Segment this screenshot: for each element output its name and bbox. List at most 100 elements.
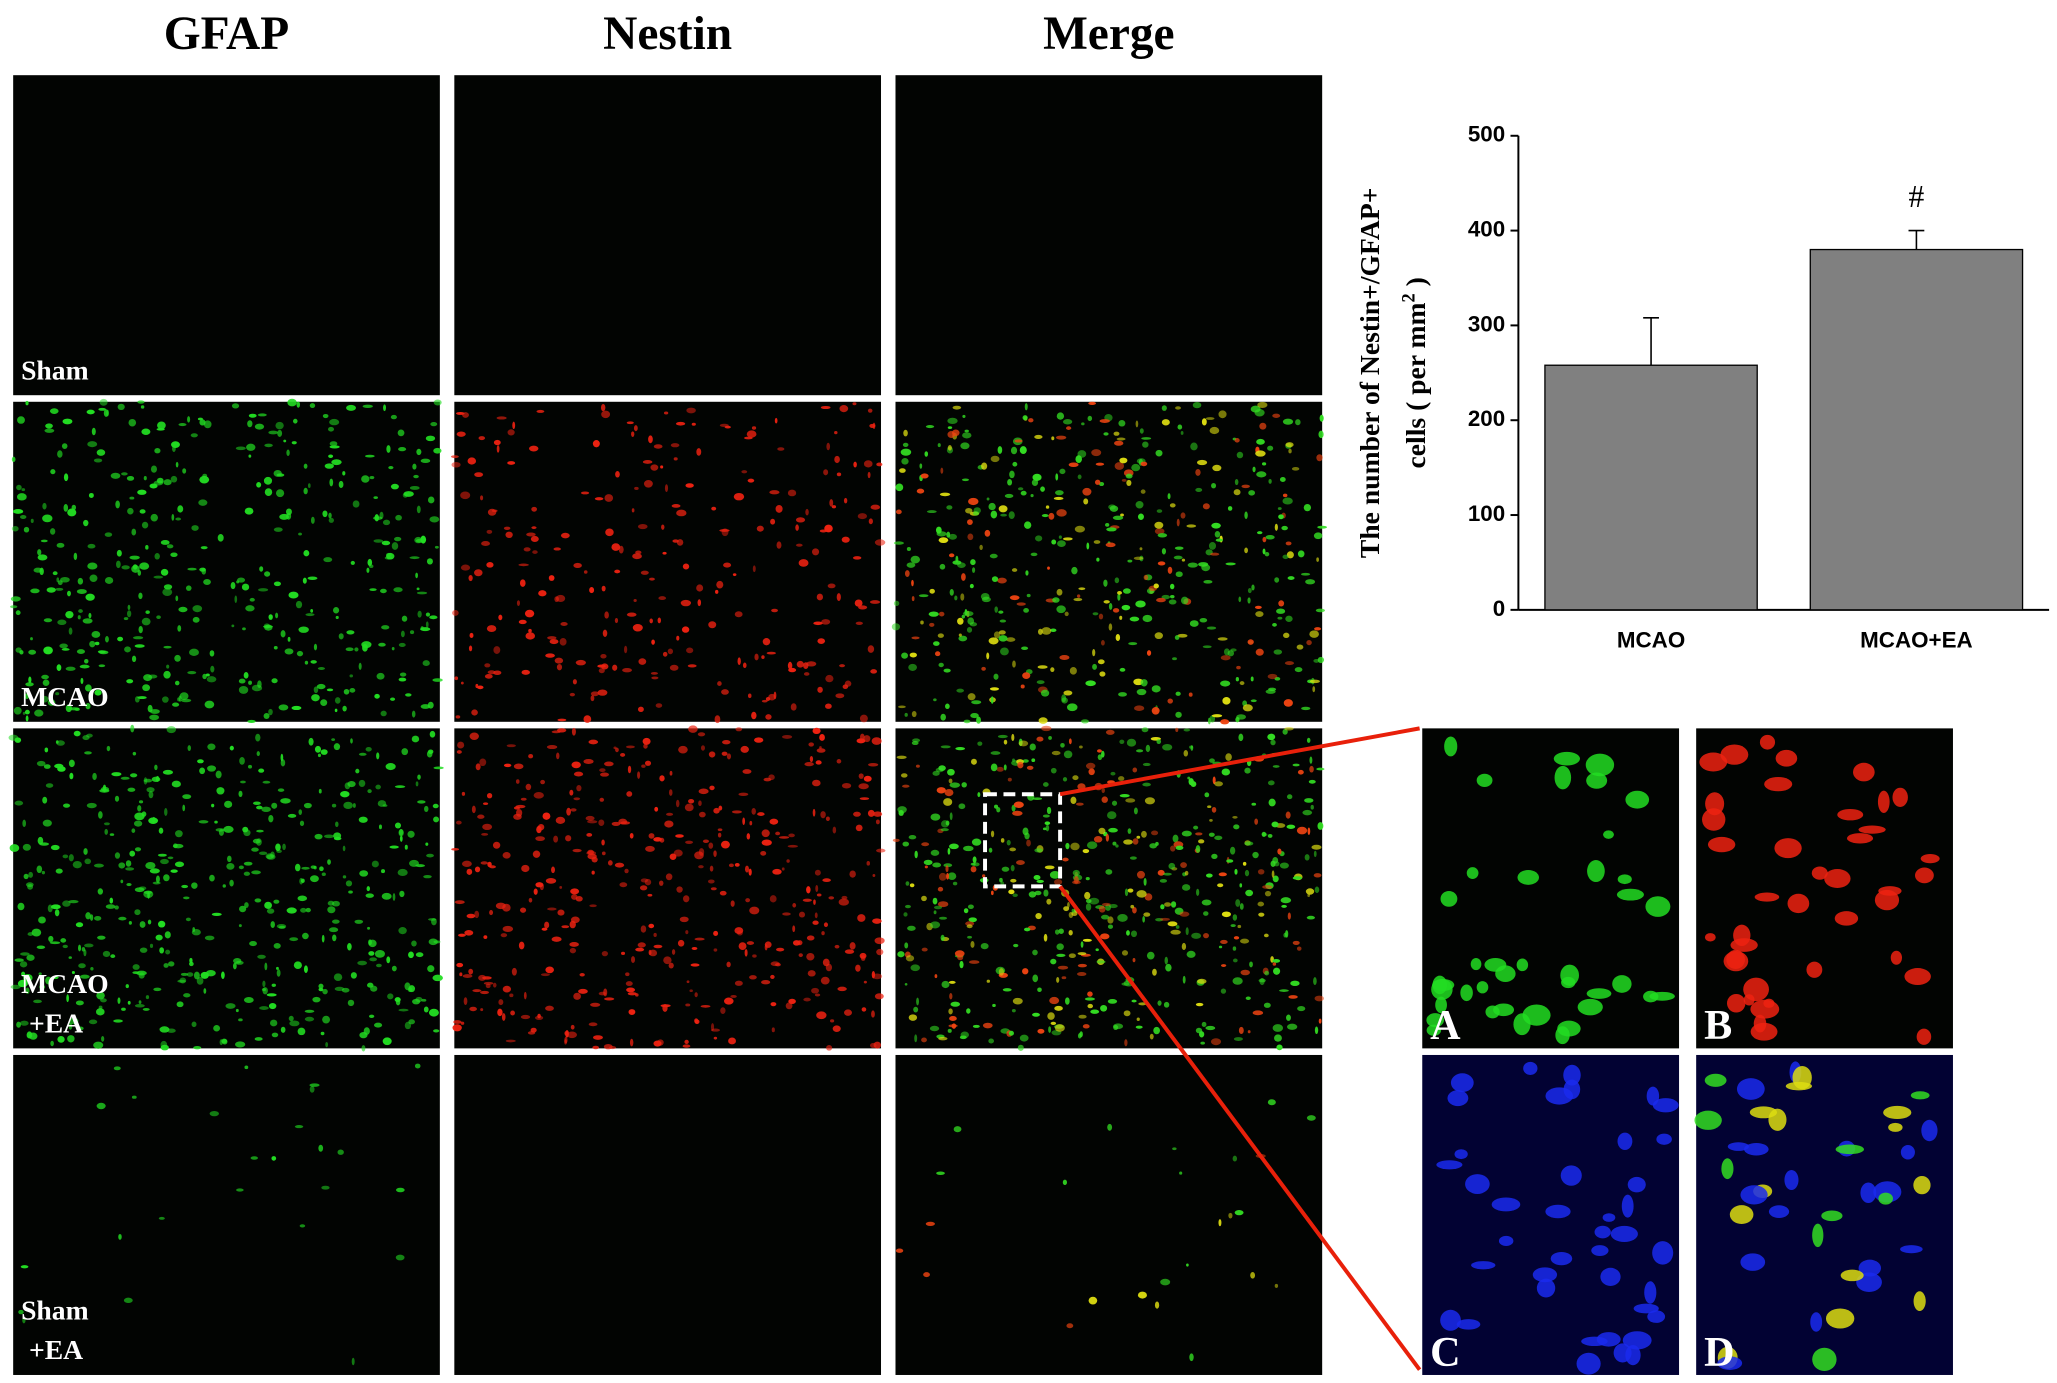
cell-signal xyxy=(309,403,316,409)
cell-signal xyxy=(1099,419,1110,423)
cell-signal xyxy=(1272,958,1281,963)
cell-signal xyxy=(492,982,497,988)
cell-signal xyxy=(105,904,116,909)
cell-signal xyxy=(1250,676,1254,682)
cell-signal xyxy=(682,895,690,903)
inset-cell xyxy=(1744,1142,1769,1156)
inset-cell xyxy=(1913,1291,1926,1312)
cell-signal xyxy=(416,587,420,591)
cell-signal xyxy=(131,565,140,573)
cell-signal xyxy=(1036,680,1045,685)
cell-signal xyxy=(994,804,999,809)
inset-cell xyxy=(1768,1108,1787,1131)
cell-signal xyxy=(256,751,260,757)
cell-signal xyxy=(1127,888,1134,893)
cell-signal xyxy=(303,550,310,557)
cell-signal xyxy=(244,507,254,515)
inset-cell xyxy=(1883,1105,1912,1119)
cell-signal xyxy=(1184,870,1189,876)
cell-signal xyxy=(1093,540,1101,544)
cell-signal xyxy=(391,542,399,550)
cell-signal xyxy=(276,966,279,970)
cell-signal xyxy=(565,835,572,842)
cell-signal xyxy=(1161,405,1167,411)
cell-signal xyxy=(1068,911,1074,919)
cell-signal xyxy=(924,451,929,457)
cell-signal xyxy=(175,595,179,602)
cell-signal xyxy=(1277,507,1282,510)
inset-cell xyxy=(1450,1073,1474,1093)
cell-signal xyxy=(836,593,841,602)
cell-signal xyxy=(1009,470,1015,479)
cell-signal xyxy=(423,875,432,879)
cell-signal xyxy=(969,622,978,627)
cell-signal xyxy=(1026,839,1031,847)
cell-signal xyxy=(867,645,875,653)
cell-signal xyxy=(23,526,30,533)
cell-signal xyxy=(1317,525,1328,529)
cell-signal xyxy=(947,1028,952,1033)
cell-signal xyxy=(551,936,562,942)
inset-cell xyxy=(1736,1078,1765,1100)
cell-signal xyxy=(986,652,990,660)
inset-cell xyxy=(1471,1261,1496,1270)
cell-signal xyxy=(318,987,324,992)
cell-signal xyxy=(471,805,476,814)
inset-cell xyxy=(1904,968,1931,986)
cell-signal xyxy=(761,655,765,660)
cell-signal xyxy=(224,800,233,808)
cell-signal xyxy=(392,893,396,901)
cell-signal xyxy=(318,983,324,989)
cell-signal xyxy=(1036,736,1044,742)
cell-signal xyxy=(613,746,617,750)
cell-signal xyxy=(10,596,21,602)
cell-signal xyxy=(1117,590,1122,595)
cell-signal xyxy=(1117,913,1128,922)
cell-signal xyxy=(676,509,687,517)
cell-signal xyxy=(335,821,339,828)
cell-signal xyxy=(1267,780,1275,786)
inset-cell xyxy=(1835,1144,1864,1155)
cell-signal xyxy=(456,750,462,754)
cell-signal xyxy=(859,797,870,800)
cell-signal xyxy=(1048,512,1055,520)
cell-signal xyxy=(137,570,142,576)
cell-signal xyxy=(305,613,315,617)
cell-signal xyxy=(665,873,673,881)
cell-signal xyxy=(1319,414,1324,422)
cell-signal xyxy=(300,907,307,913)
cell-signal xyxy=(960,442,970,450)
inset-cell xyxy=(1915,867,1934,884)
cell-signal xyxy=(1096,960,1106,964)
cell-signal xyxy=(139,562,150,570)
cell-signal xyxy=(1234,438,1240,443)
cell-signal xyxy=(257,413,267,417)
cell-signal xyxy=(47,699,56,706)
cell-signal xyxy=(688,798,695,804)
inset-cell xyxy=(1705,792,1725,816)
cell-signal xyxy=(965,921,975,926)
inset-cell xyxy=(1560,1165,1582,1186)
cell-signal xyxy=(1198,839,1205,844)
cell-signal xyxy=(1034,848,1043,853)
cell-signal xyxy=(320,699,328,707)
cell-signal xyxy=(376,963,382,968)
cell-signal xyxy=(96,1102,106,1110)
cell-signal xyxy=(485,983,491,989)
cell-signal xyxy=(990,510,998,519)
cell-signal xyxy=(213,1025,221,1032)
cell-signal xyxy=(776,947,785,952)
cell-signal xyxy=(85,684,92,692)
cell-signal xyxy=(920,473,929,479)
cell-signal xyxy=(134,847,142,852)
cell-signal xyxy=(352,803,356,808)
cell-signal xyxy=(368,939,372,946)
cell-signal xyxy=(303,487,308,495)
cell-signal xyxy=(427,496,435,504)
inset-cell xyxy=(1774,838,1802,859)
cell-signal xyxy=(1119,457,1128,464)
cell-signal xyxy=(198,820,209,824)
cell-signal xyxy=(786,859,790,863)
cell-signal xyxy=(1292,876,1303,880)
cell-signal xyxy=(970,758,977,765)
